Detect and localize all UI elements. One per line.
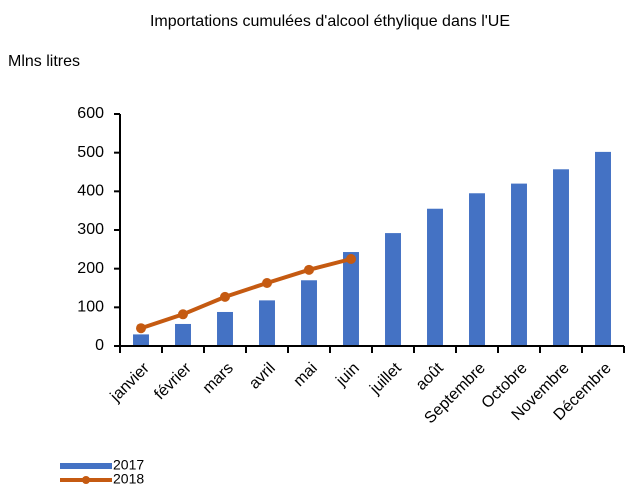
x-tick-label: avril — [246, 360, 279, 393]
y-tick-label: 100 — [77, 299, 104, 316]
bar — [595, 151, 611, 346]
x-tick-label: février — [151, 359, 195, 403]
legend-swatch — [60, 463, 112, 469]
bar — [511, 183, 527, 346]
x-tick-label: janvier — [107, 359, 154, 406]
line — [140, 257, 352, 331]
x-tick-label: mars — [200, 360, 237, 397]
line-marker — [136, 323, 146, 334]
line-marker — [346, 254, 356, 264]
bar — [469, 193, 485, 346]
y-tick-label: 200 — [77, 260, 104, 277]
x-tick-label: juin — [332, 360, 362, 390]
legend-label: 2018 — [113, 471, 144, 487]
bar — [385, 233, 401, 346]
x-tick-label: juillet — [366, 359, 405, 398]
legend-marker — [82, 476, 90, 484]
legend-label: 2017 — [113, 457, 144, 473]
line-marker — [178, 309, 188, 320]
y-tick-label: 600 — [77, 105, 104, 122]
x-tick-label: mai — [291, 360, 321, 390]
bar — [259, 300, 275, 346]
y-tick-label: 500 — [77, 144, 104, 161]
x-tick-label: août — [413, 359, 447, 393]
bar — [301, 280, 317, 346]
chart-title: Importations cumulées d'alcool éthylique… — [150, 13, 510, 30]
bar — [175, 323, 191, 346]
bar — [427, 208, 443, 346]
line-marker — [220, 291, 230, 302]
y-tick-label: 0 — [95, 337, 104, 354]
y-tick-label: 400 — [77, 183, 104, 200]
bar — [553, 169, 569, 346]
bar — [343, 252, 359, 346]
line-marker — [304, 264, 314, 275]
y-axis-label: Mlns litres — [8, 53, 80, 70]
line-marker — [262, 277, 272, 288]
bar — [133, 334, 149, 346]
y-tick-label: 300 — [77, 221, 104, 238]
bar — [217, 311, 233, 346]
